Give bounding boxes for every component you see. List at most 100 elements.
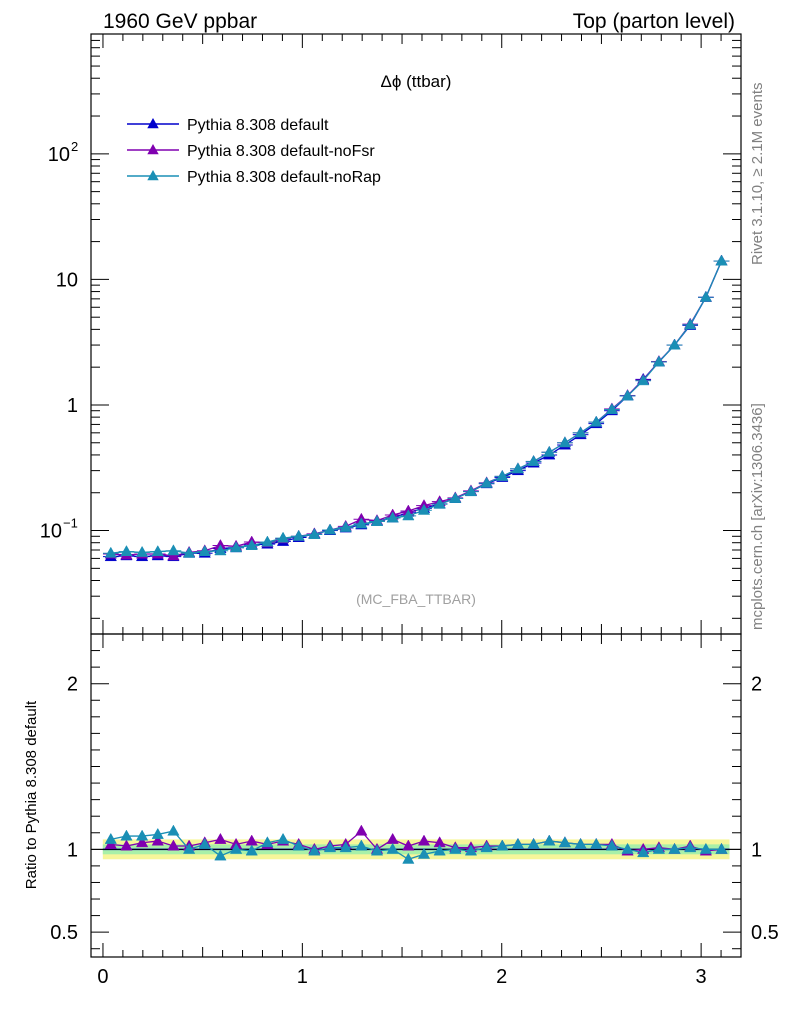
legend-marker-0 bbox=[147, 118, 159, 129]
legend: Pythia 8.308 default Pythia 8.308 defaul… bbox=[127, 117, 381, 186]
ratio-point-1 bbox=[339, 841, 352, 853]
ratio-point-1 bbox=[120, 829, 133, 841]
series-point-2 bbox=[135, 545, 149, 557]
ratio-point-1 bbox=[464, 844, 478, 856]
series-point-2 bbox=[496, 469, 509, 481]
ratio-axis-label: Ratio to Pythia 8.308 default bbox=[23, 700, 40, 889]
legend-entry-default: Pythia 8.308 default bbox=[127, 117, 329, 134]
ratio-point-1 bbox=[715, 842, 728, 854]
series-point-2 bbox=[308, 527, 321, 539]
header-collision-label: 1960 GeV ppbar bbox=[103, 10, 257, 33]
series-point-2 bbox=[339, 520, 352, 532]
x-tick-label: 0 bbox=[97, 966, 108, 988]
series-point-2 bbox=[511, 462, 525, 474]
ratio-point-0 bbox=[402, 839, 415, 851]
series-point-2 bbox=[637, 374, 650, 386]
ratio-point-0 bbox=[135, 836, 149, 848]
x-tick-label: 1 bbox=[297, 966, 308, 988]
series-point-2 bbox=[198, 545, 211, 557]
ratio-point-1 bbox=[261, 836, 274, 848]
ratio-point-1 bbox=[151, 827, 164, 839]
ratio-point-1 bbox=[652, 842, 666, 854]
series-point-2 bbox=[652, 355, 666, 367]
ratio-point-1 bbox=[637, 846, 650, 858]
series-point-2 bbox=[543, 445, 556, 457]
ratio-point-0 bbox=[214, 832, 227, 844]
series-point-2 bbox=[715, 254, 728, 266]
series-point-2 bbox=[558, 436, 572, 448]
mcplots-credit-label: mcplots.cern.ch [arXiv:1306.3436] bbox=[749, 403, 766, 630]
series-point-2 bbox=[214, 544, 227, 556]
series-line-2 bbox=[110, 260, 723, 554]
ratio-point-1 bbox=[574, 837, 587, 849]
ratio-point-0 bbox=[417, 834, 431, 846]
series-point-2 bbox=[433, 497, 446, 509]
series-point-2 bbox=[355, 517, 368, 529]
ratio-point-1 bbox=[355, 839, 368, 851]
series-point-2 bbox=[621, 389, 634, 401]
ratio-point-1 bbox=[417, 847, 431, 859]
ratio-point-1 bbox=[433, 844, 446, 856]
main-y-tick-exponent: 2 bbox=[71, 139, 78, 154]
ratio-y-tick-label-right: 1 bbox=[751, 839, 762, 861]
ratio-point-1 bbox=[135, 829, 149, 841]
ratio-point-1 bbox=[402, 852, 415, 864]
legend-entry-norap: Pythia 8.308 default-noRap bbox=[127, 169, 381, 186]
ratio-point-1 bbox=[699, 842, 712, 854]
ratio-point-1 bbox=[684, 841, 697, 853]
series-point-2 bbox=[276, 531, 290, 543]
ratio-point-1 bbox=[245, 844, 258, 856]
main-y-tick-label: 10 bbox=[56, 269, 78, 291]
series-point-2 bbox=[167, 544, 180, 556]
series-point-2 bbox=[699, 290, 712, 302]
legend-marker-2 bbox=[147, 170, 159, 181]
ratio-y-tick-label: 2 bbox=[67, 674, 78, 696]
legend-entry-nofsr: Pythia 8.308 default-noFsr bbox=[127, 143, 375, 160]
series-point-2 bbox=[151, 545, 164, 557]
ratio-line-1 bbox=[110, 830, 722, 860]
series-point-2 bbox=[590, 415, 603, 427]
ratio-point-1 bbox=[276, 832, 290, 844]
x-tick-label: 2 bbox=[496, 966, 507, 988]
series-point-2 bbox=[104, 546, 117, 558]
series-point-2 bbox=[417, 503, 431, 515]
ratio-frame bbox=[90, 633, 742, 958]
ratio-point-1 bbox=[449, 842, 462, 854]
ratio-point-1 bbox=[308, 844, 321, 856]
series-point-2 bbox=[370, 515, 384, 526]
ratio-point-1 bbox=[543, 834, 556, 846]
series-point-2 bbox=[668, 338, 681, 350]
ratio-point-0 bbox=[355, 824, 368, 836]
series-point-2 bbox=[574, 426, 587, 438]
chart-title: Δϕ (ttbar) bbox=[381, 72, 452, 91]
ratio-point-1 bbox=[182, 842, 196, 854]
ratio-point-0 bbox=[386, 832, 399, 844]
ratio-point-1 bbox=[214, 849, 227, 861]
ratio-point-1 bbox=[323, 841, 337, 853]
legend-label-nofsr: Pythia 8.308 default-noFsr bbox=[187, 143, 375, 160]
series-point-2 bbox=[684, 318, 697, 330]
ratio-point-0 bbox=[167, 839, 180, 851]
x-tick-label: 3 bbox=[696, 966, 707, 988]
series-point-2 bbox=[182, 546, 196, 558]
analysis-tag: (MC_FBA_TTBAR) bbox=[356, 591, 476, 607]
ratio-y-tick-label-right: 2 bbox=[751, 674, 762, 696]
ratio-point-1 bbox=[104, 832, 117, 844]
series-point-2 bbox=[323, 523, 337, 535]
series-point-2 bbox=[402, 509, 415, 521]
ratio-point-1 bbox=[668, 842, 681, 854]
series-point-2 bbox=[120, 545, 133, 557]
ratio-point-1 bbox=[527, 837, 540, 849]
legend-label-norap: Pythia 8.308 default-noRap bbox=[187, 169, 381, 186]
series-point-2 bbox=[261, 535, 274, 547]
ratio-point-1 bbox=[386, 842, 399, 854]
ratio-point-1 bbox=[511, 837, 525, 849]
series-point-2 bbox=[229, 541, 243, 553]
ratio-y-tick-label: 0.5 bbox=[50, 922, 78, 944]
main-y-tick-label: 10 bbox=[48, 144, 70, 166]
header-process-label: Top (parton level) bbox=[573, 10, 735, 33]
ratio-point-1 bbox=[167, 824, 180, 836]
ratio-point-1 bbox=[480, 841, 493, 853]
main-y-tick-label: 1 bbox=[67, 395, 78, 417]
